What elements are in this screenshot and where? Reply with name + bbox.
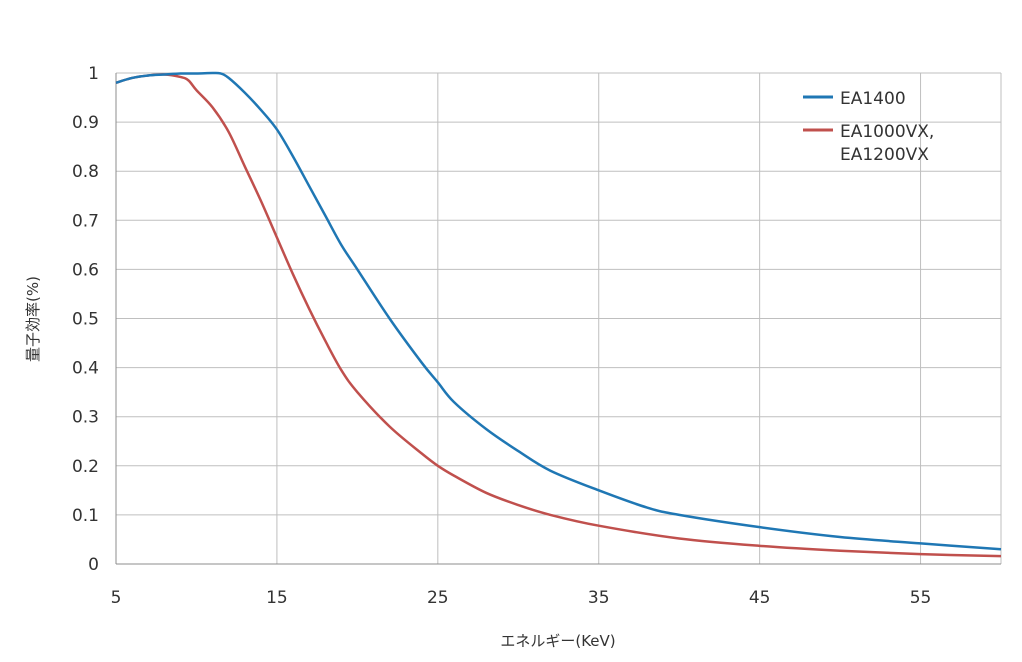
x-tick-label: 45 (749, 588, 771, 608)
legend-label-ea1400: EA1400 (840, 89, 906, 109)
y-tick-label: 0.2 (72, 457, 99, 477)
series-line-ea1400 (115, 71, 1002, 551)
x-tick-label: 25 (427, 588, 449, 608)
y-tick-label: 0.4 (72, 359, 99, 379)
y-tick-label: 1 (88, 64, 99, 84)
legend: EA1400 EA1000VX, EA1200VX (803, 89, 934, 165)
y-tick-label: 0.1 (72, 506, 99, 526)
x-tick-label: 35 (588, 588, 610, 608)
legend-label-ea1000vx-line1: EA1000VX, (840, 122, 934, 142)
y-tick-label: 0.7 (72, 211, 99, 231)
y-tick-label: 0.3 (72, 408, 99, 428)
legend-label-ea1000vx-line2: EA1200VX (840, 145, 929, 165)
y-tick-label: 0.8 (72, 162, 99, 182)
y-tick-label: 0.6 (72, 260, 99, 280)
x-tick-label: 5 (111, 588, 122, 608)
series-line-ea1000vx-ea1200vx (115, 73, 1002, 558)
y-tick-label: 0.9 (72, 113, 99, 133)
series-lines (115, 71, 1002, 558)
y-tick-label: 0.5 (72, 310, 99, 330)
x-tick-label: 55 (910, 588, 932, 608)
axes (115, 73, 1001, 565)
y-tick-label: 0 (88, 555, 99, 575)
x-axis-title: エネルギー(KeV) (500, 632, 615, 650)
x-tick-label: 15 (266, 588, 288, 608)
y-axis-title: 量子効率(%) (24, 276, 42, 362)
tick-labels: 00.10.20.30.40.50.60.70.80.915 15 25 35 45 55 (72, 64, 931, 608)
